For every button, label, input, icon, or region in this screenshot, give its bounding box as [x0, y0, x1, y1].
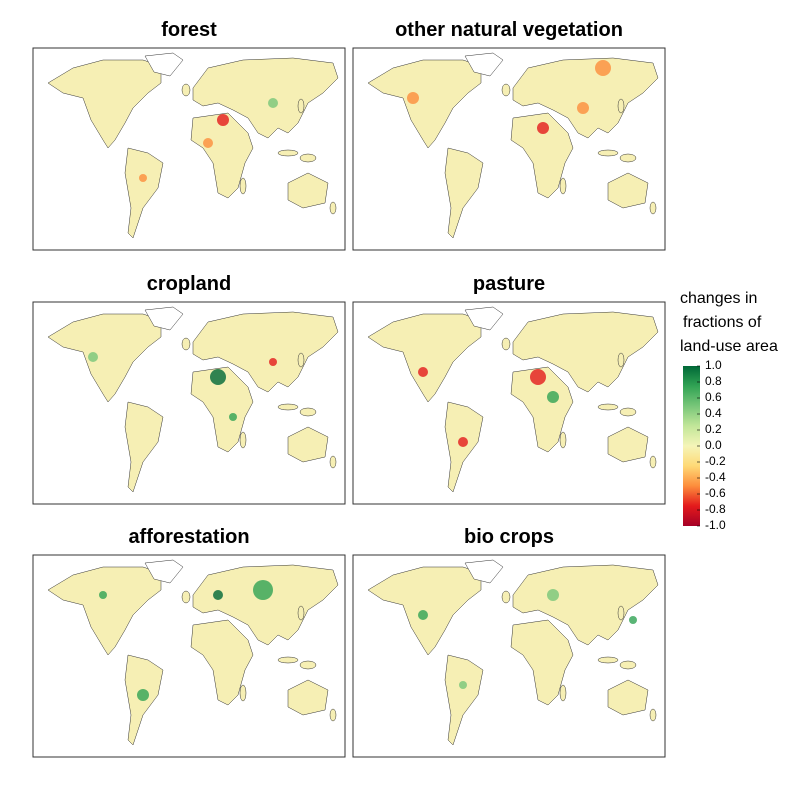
colorbar-label: 0.8 [705, 374, 722, 388]
legend-title: land-use area [680, 338, 778, 355]
colorbar-label: 0.6 [705, 390, 722, 404]
map-patch [268, 98, 278, 108]
panel-title: forest [161, 19, 217, 41]
colorbar-label: -0.2 [705, 454, 726, 468]
map-patch [213, 590, 223, 600]
map-patch [229, 413, 237, 421]
map-patch [577, 102, 589, 114]
map-patch [139, 174, 147, 182]
map-patch [459, 681, 467, 689]
legend-title: fractions of [683, 314, 762, 331]
panel-title: afforestation [128, 526, 249, 548]
map-patch [99, 591, 107, 599]
map-patch [203, 138, 213, 148]
map-patch [547, 391, 559, 403]
panel-title: pasture [473, 273, 545, 295]
panel-title: cropland [147, 273, 231, 295]
map-patch [137, 689, 149, 701]
colorbar-label: -0.8 [705, 502, 726, 516]
map-patch [547, 589, 559, 601]
map-patch [418, 610, 428, 620]
panel-title: other natural vegetation [395, 19, 623, 41]
colorbar-label: 0.0 [705, 438, 722, 452]
map-patch [595, 60, 611, 76]
map-patch [253, 580, 273, 600]
colorbar-label: 1.0 [705, 358, 722, 372]
map-patch [217, 114, 229, 126]
colorbar-label: 0.2 [705, 422, 722, 436]
map-patch [88, 352, 98, 362]
map-patch [530, 369, 546, 385]
legend-title: changes in [680, 290, 757, 307]
panel-title: bio crops [464, 526, 554, 548]
map-patch [629, 616, 637, 624]
map-patch [210, 369, 226, 385]
colorbar-label: -1.0 [705, 518, 726, 532]
map-patch [418, 367, 428, 377]
map-patch [458, 437, 468, 447]
map-patch [537, 122, 549, 134]
colorbar-label: -0.6 [705, 486, 726, 500]
colorbar-label: -0.4 [705, 470, 726, 484]
map-patch [269, 358, 277, 366]
map-patch [407, 92, 419, 104]
colorbar-label: 0.4 [705, 406, 722, 420]
colorbar [683, 366, 700, 526]
